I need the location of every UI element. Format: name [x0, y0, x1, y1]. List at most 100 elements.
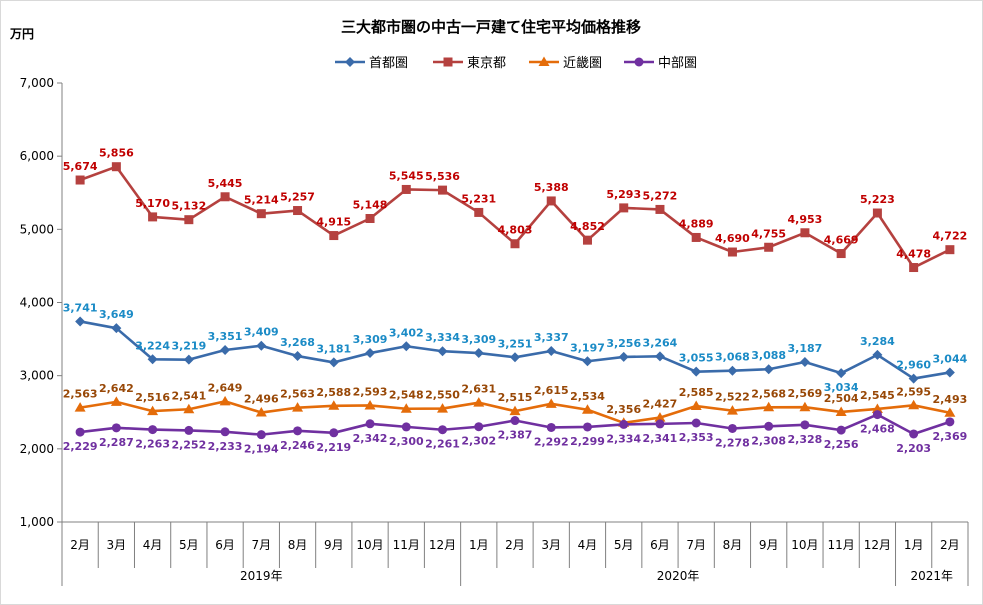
- data-point-marker: [510, 239, 520, 249]
- data-label: 3,649: [99, 308, 134, 321]
- data-label: 3,088: [751, 349, 786, 362]
- data-point-marker: [184, 425, 194, 435]
- data-label: 4,690: [715, 232, 750, 245]
- data-point-marker: [328, 357, 339, 368]
- data-label: 2,256: [824, 438, 859, 451]
- data-label: 4,755: [751, 227, 786, 240]
- data-point-marker: [799, 401, 811, 412]
- data-point-marker: [945, 417, 955, 427]
- data-label: 3,187: [788, 342, 823, 355]
- data-label: 5,214: [244, 194, 279, 207]
- data-point-marker: [75, 175, 85, 185]
- data-point-marker: [545, 398, 557, 408]
- data-label: 5,148: [353, 199, 388, 212]
- data-label: 2,356: [606, 403, 641, 416]
- data-label: 2,468: [860, 423, 895, 436]
- data-point-marker: [618, 351, 629, 362]
- data-point-marker: [764, 242, 774, 252]
- data-label: 2,515: [498, 391, 533, 404]
- data-label: 5,856: [99, 147, 134, 160]
- data-point-marker: [329, 428, 339, 438]
- data-point-marker: [473, 397, 485, 407]
- data-point-marker: [220, 192, 230, 202]
- y-axis-unit-label: 万円: [9, 27, 34, 41]
- data-point-marker: [872, 208, 882, 218]
- data-point-marker: [909, 429, 919, 439]
- data-label: 2,493: [932, 393, 967, 406]
- series-3: [74, 395, 956, 427]
- data-point-marker: [147, 354, 158, 365]
- x-tick-label: 2月: [940, 538, 960, 552]
- data-label: 2,534: [570, 390, 605, 403]
- data-label: 2,219: [316, 441, 351, 454]
- data-label: 2,615: [534, 384, 569, 397]
- data-point-marker: [655, 204, 665, 214]
- x-tick-label: 8月: [288, 538, 308, 552]
- data-label: 4,889: [679, 217, 714, 230]
- data-point-marker: [727, 365, 738, 376]
- y-tick-label: 3,000: [20, 369, 54, 383]
- data-point-marker: [619, 203, 629, 213]
- data-label: 2,263: [135, 438, 170, 451]
- data-point-marker: [111, 162, 121, 172]
- data-label: 3,309: [461, 333, 496, 346]
- data-point-marker: [148, 425, 158, 435]
- data-label: 2,504: [824, 392, 859, 405]
- data-label: 3,219: [171, 340, 206, 353]
- data-label: 2,342: [353, 432, 388, 445]
- y-tick-label: 1,000: [20, 515, 54, 529]
- data-point-marker: [836, 249, 846, 259]
- data-point-marker: [255, 407, 267, 417]
- data-point-marker: [438, 185, 448, 195]
- data-point-marker: [581, 404, 593, 414]
- year-group-label: 2021年: [910, 569, 953, 583]
- data-label: 4,722: [932, 230, 967, 243]
- data-label: 2,585: [679, 386, 714, 399]
- x-tick-label: 7月: [251, 538, 271, 552]
- x-tick-label: 12月: [864, 538, 891, 552]
- data-point-marker: [510, 416, 520, 426]
- data-label: 3,055: [679, 352, 714, 365]
- data-point-marker: [835, 406, 847, 416]
- data-label: 3,068: [715, 351, 750, 364]
- data-label: 2,569: [788, 387, 823, 400]
- data-label: 3,256: [606, 337, 641, 350]
- data-label: 2,334: [606, 432, 641, 445]
- data-label: 5,545: [389, 169, 424, 182]
- data-point-marker: [401, 422, 411, 432]
- series-2: [75, 162, 955, 273]
- data-point-marker: [908, 373, 919, 384]
- data-point-marker: [74, 402, 86, 412]
- data-label: 2,649: [208, 381, 243, 394]
- legend-label: 中部圏: [658, 56, 697, 71]
- data-point-marker: [293, 426, 303, 436]
- data-point-marker: [111, 423, 121, 433]
- x-tick-label: 3月: [541, 538, 561, 552]
- data-label: 5,674: [63, 160, 98, 173]
- data-label: 3,402: [389, 326, 424, 339]
- legend-entry: 中部圏: [624, 56, 697, 71]
- legend-label: 首都圏: [369, 56, 408, 71]
- data-point-marker: [292, 351, 303, 362]
- data-point-marker: [111, 323, 122, 334]
- x-tick-label: 3月: [107, 538, 127, 552]
- data-label: 5,388: [534, 181, 569, 194]
- y-tick-label: 5,000: [20, 222, 54, 236]
- data-label: 3,264: [643, 336, 678, 349]
- data-label: 2,233: [208, 440, 243, 453]
- chart-title: 三大都市圏の中古一戸建て住宅平均価格推移: [341, 18, 641, 36]
- year-group-label: 2020年: [657, 569, 700, 583]
- data-point-marker: [726, 405, 738, 415]
- data-point-marker: [763, 364, 774, 375]
- data-label: 2,246: [280, 439, 315, 452]
- data-point-marker: [836, 368, 847, 379]
- data-label: 2,563: [63, 388, 98, 401]
- data-point-marker: [220, 344, 231, 355]
- series-4: [75, 410, 955, 440]
- x-tick-label: 1月: [904, 538, 924, 552]
- data-label: 3,309: [353, 333, 388, 346]
- data-label: 4,803: [498, 224, 533, 237]
- data-label: 5,293: [606, 188, 641, 201]
